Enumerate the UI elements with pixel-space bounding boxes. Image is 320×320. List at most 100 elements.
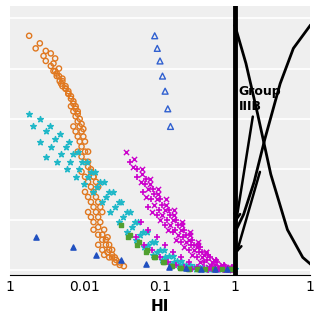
Point <box>153 240 158 245</box>
Point <box>224 267 229 272</box>
Point <box>107 242 112 247</box>
Point <box>56 66 61 71</box>
Point <box>144 247 149 252</box>
Point <box>221 267 227 272</box>
Point <box>96 242 101 247</box>
Point <box>43 154 48 159</box>
Point <box>63 86 68 91</box>
Point <box>218 265 223 270</box>
Point <box>110 189 115 195</box>
Point <box>196 240 201 245</box>
Point <box>205 267 211 272</box>
Point <box>94 184 100 189</box>
Point <box>136 220 141 225</box>
Point <box>105 250 110 255</box>
Point <box>157 217 163 222</box>
Point <box>116 220 121 225</box>
Point <box>121 264 126 269</box>
Point <box>169 264 174 269</box>
Point <box>30 124 35 129</box>
Point <box>173 227 178 232</box>
Point <box>60 84 65 89</box>
Point <box>75 149 80 154</box>
Point <box>157 207 162 212</box>
Point <box>128 232 133 237</box>
Point <box>100 232 105 237</box>
Point <box>173 262 179 268</box>
Point <box>139 172 144 177</box>
Point <box>51 68 56 74</box>
Point <box>162 222 167 227</box>
Point <box>189 266 195 271</box>
Point <box>212 267 218 272</box>
Point <box>75 149 80 154</box>
Point <box>96 225 101 230</box>
Point <box>77 124 82 129</box>
Point <box>228 267 233 272</box>
Point <box>73 114 78 119</box>
Point <box>91 204 96 210</box>
Point <box>221 267 227 272</box>
Point <box>101 179 107 184</box>
Point <box>123 149 128 154</box>
Point <box>206 252 211 258</box>
Point <box>63 144 68 149</box>
Point <box>149 240 155 245</box>
Point <box>117 262 122 268</box>
Point <box>218 267 223 272</box>
Point <box>138 179 143 184</box>
Point <box>144 230 149 235</box>
Point <box>54 71 59 76</box>
Point <box>93 194 99 199</box>
Point <box>112 260 117 265</box>
Point <box>174 217 179 222</box>
Point <box>129 225 134 230</box>
Point <box>107 247 112 252</box>
Point <box>226 267 231 272</box>
Point <box>54 74 59 79</box>
Point <box>150 187 155 192</box>
Point <box>212 262 218 268</box>
Point <box>230 265 235 270</box>
Point <box>43 48 48 53</box>
Point <box>66 91 71 96</box>
Point <box>141 230 146 235</box>
Point <box>101 227 107 232</box>
Point <box>88 169 93 174</box>
Point <box>165 260 171 265</box>
Point <box>48 63 53 68</box>
Point <box>91 174 96 180</box>
Point <box>210 260 215 265</box>
Point <box>163 255 168 260</box>
Point <box>231 267 236 272</box>
Point <box>231 266 236 271</box>
Point <box>112 255 117 260</box>
Point <box>170 250 175 255</box>
Point <box>203 250 208 255</box>
Point <box>199 255 204 260</box>
Point <box>195 242 200 247</box>
Point <box>88 167 93 172</box>
Point <box>47 124 52 129</box>
Point <box>79 129 84 134</box>
Point <box>213 267 218 272</box>
Point <box>107 255 112 260</box>
Point <box>167 261 172 266</box>
Point <box>175 232 180 237</box>
Point <box>75 111 80 116</box>
Point <box>157 197 163 202</box>
Point <box>149 247 155 252</box>
Point <box>211 267 216 272</box>
Point <box>211 257 216 262</box>
Point <box>178 255 183 260</box>
Point <box>154 250 159 255</box>
Point <box>161 247 166 252</box>
Point <box>100 210 105 215</box>
Point <box>152 255 157 260</box>
Point <box>73 106 78 111</box>
Point <box>207 255 212 260</box>
Point <box>88 184 93 189</box>
Point <box>183 232 188 237</box>
Point <box>220 265 226 270</box>
Point <box>197 260 203 265</box>
